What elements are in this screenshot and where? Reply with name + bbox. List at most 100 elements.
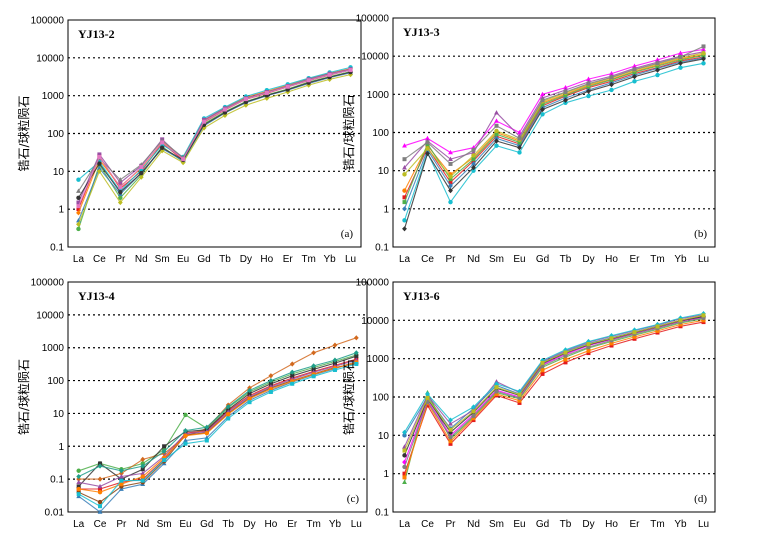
data-point — [402, 218, 407, 223]
data-point — [76, 200, 81, 205]
data-point — [247, 400, 252, 405]
data-point — [655, 324, 660, 329]
data-point — [225, 411, 231, 417]
data-point — [183, 412, 188, 418]
data-point — [353, 335, 359, 341]
data-point — [204, 424, 210, 430]
series-line — [78, 363, 357, 507]
data-point — [76, 468, 81, 473]
series-line — [78, 66, 351, 192]
series-line — [78, 71, 351, 199]
data-point — [96, 165, 102, 171]
y-tick-label: 10 — [378, 166, 390, 177]
data-point — [402, 195, 407, 200]
y-tick-label: 100 — [47, 129, 64, 140]
data-point — [540, 368, 545, 373]
x-tick-label: Dy — [243, 519, 255, 530]
data-point — [97, 463, 103, 469]
data-point — [517, 395, 522, 401]
y-tick-label: 100000 — [31, 16, 65, 27]
series-line — [403, 314, 704, 448]
data-point — [247, 396, 252, 401]
x-tick-label: Eu — [513, 254, 525, 265]
y-tick-label: 1000 — [42, 91, 65, 102]
series-s10 — [402, 313, 706, 453]
data-point — [632, 330, 637, 335]
data-point — [97, 476, 103, 482]
data-point — [285, 84, 290, 89]
panel-label: (a) — [341, 228, 354, 240]
data-point — [517, 400, 522, 405]
series-line — [404, 51, 704, 168]
data-point — [540, 91, 545, 97]
data-point — [402, 429, 407, 435]
data-point — [586, 351, 591, 356]
data-point — [586, 342, 591, 347]
data-point — [117, 177, 123, 182]
data-point — [264, 90, 269, 95]
x-tick-label: Sm — [489, 254, 504, 265]
data-point — [632, 327, 637, 333]
data-point — [118, 180, 123, 185]
data-point — [678, 318, 683, 323]
series-s8 — [402, 56, 706, 232]
data-point — [402, 433, 407, 438]
data-point — [118, 190, 123, 195]
data-point — [425, 146, 430, 151]
data-point — [448, 149, 453, 155]
y-tick-label: 1 — [383, 469, 389, 480]
x-tick-label: Ho — [264, 519, 277, 530]
data-point — [586, 81, 591, 86]
data-point — [517, 150, 522, 155]
y-tick-label: 100000 — [356, 14, 390, 25]
series-line — [403, 321, 704, 474]
x-tick-label: La — [73, 254, 85, 265]
data-point — [448, 434, 453, 440]
data-point — [327, 72, 332, 77]
data-point — [222, 107, 227, 112]
x-tick-label: Gd — [536, 254, 549, 265]
series-line — [77, 68, 351, 203]
data-point — [289, 369, 295, 375]
data-point — [76, 177, 81, 182]
data-point — [425, 135, 430, 141]
x-tick-label: Pr — [115, 254, 126, 265]
data-point — [76, 207, 81, 212]
x-tick-label: Dy — [582, 519, 594, 530]
data-point — [494, 385, 499, 390]
data-point — [311, 350, 317, 356]
x-tick-label: La — [399, 519, 411, 530]
data-point — [140, 474, 145, 479]
data-point — [494, 143, 499, 148]
data-point — [140, 467, 145, 472]
data-point — [448, 421, 453, 426]
series-line — [404, 52, 704, 178]
series-line — [78, 355, 357, 487]
x-tick-label: Yb — [674, 519, 687, 530]
data-point — [701, 50, 706, 56]
data-point — [140, 456, 146, 462]
data-point — [632, 334, 637, 339]
series-line — [404, 48, 704, 154]
panel-label: (d) — [694, 493, 707, 505]
sample-name: YJ13-6 — [403, 289, 440, 303]
data-point — [76, 492, 81, 497]
y-tick-label: 1 — [383, 204, 389, 215]
data-point — [117, 199, 123, 206]
data-point — [701, 46, 706, 52]
chart-panel-3: 0.01 0.1 1 10 100 1000 10000 100000 La Ce Pr Nd Sm Eu… — [16, 278, 368, 530]
x-tick-label: Tm — [301, 254, 315, 265]
series-s6 — [402, 318, 706, 480]
data-point — [563, 90, 568, 95]
data-point — [402, 188, 407, 193]
series-s10 — [76, 68, 353, 209]
series-line — [77, 71, 351, 230]
data-point — [311, 367, 316, 372]
data-point — [162, 458, 167, 463]
data-point — [118, 473, 124, 479]
series-line — [403, 318, 704, 483]
x-tick-label: Gd — [197, 254, 210, 265]
sample-name: YJ13-3 — [403, 25, 440, 39]
data-point — [118, 195, 123, 200]
y-tick-label: 1000 — [367, 354, 390, 365]
